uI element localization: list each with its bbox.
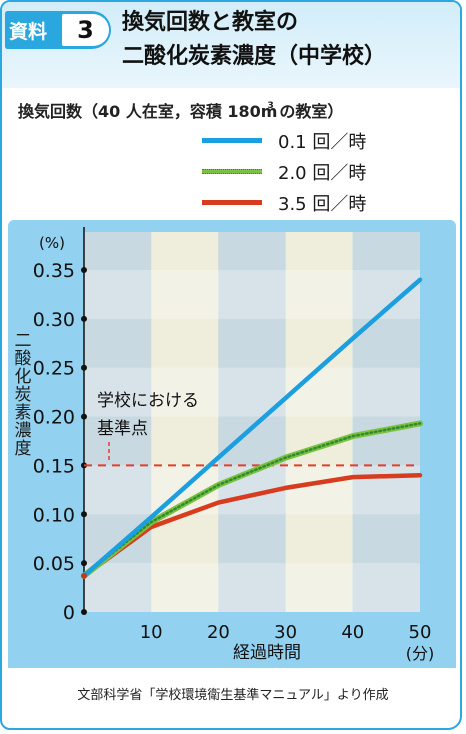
plot-hband-0 [84,563,420,612]
figure-badge: 資料 3 [5,11,111,49]
reference-label-line-1: 学校における [97,391,199,411]
y-tick-dot [81,560,87,567]
y-tick-label: 0.15 [33,455,75,477]
x-tick-label: 10 [140,622,163,643]
reference-label-line-2: 基準点 [97,419,148,439]
x-tick-label: 20 [207,622,230,643]
legend-swatch-red [202,200,262,205]
source-note: 文部科学省「学校環境衛生基準マニュアル」より作成 [77,688,389,703]
y-tick-label: 0 [63,602,75,624]
plot-band-2 [218,232,286,612]
header: 資料 3 換気回数と教室の 二酸化炭素濃度（中学校） [2,2,460,88]
x-axis-label: 経過時間 [233,643,301,663]
series-line-red [81,472,423,579]
badge-label: 資料 [9,21,48,43]
legend-swatch-blue [202,138,262,143]
plot-band-3 [285,232,353,612]
x-tick-label: 50 [409,622,432,643]
series-line-blue [81,277,423,579]
y-tick-dot [81,315,87,322]
legend-swatch-green [202,169,262,174]
x-tick-label: 40 [341,622,364,643]
y-axis-unit: (%) [39,234,65,252]
plot-band-4 [352,232,420,612]
chart-subtitle: 換気回数（40 人在室，容積 180m3 の教室） [18,98,343,122]
line-chart: (%) 0 0.05 0.10 0.15 0.20 0.25 0.30 0.35 10 20 30 40… [33,227,435,663]
y-tick-label: 0.35 [33,260,75,282]
figure-title: 換気回数と教室の 二酸化炭素濃度（中学校） [122,6,386,74]
y-tick-label: 0.10 [33,504,75,526]
title-line-2: 二酸化炭素濃度（中学校） [122,44,387,69]
series-line-green-dots [82,422,422,578]
legend-label-green: 2.0 回／時 [278,163,367,184]
series-origin-point [81,572,87,579]
legend-label-red: 3.5 回／時 [278,194,367,215]
y-tick-dot [81,364,87,371]
y-tick-dot [81,413,87,420]
subtitle-tail: の教室） [273,102,344,121]
x-tick-label: 30 [274,622,297,643]
x-axis-unit: (分) [406,644,435,663]
subtitle-main: 換気回数（40 人在室，容積 180m [18,102,278,121]
y-tick-dot [81,511,87,518]
y-tick-dot [81,267,87,273]
y-tick-dot [81,609,87,615]
plot-band-1 [151,232,219,612]
badge-number: 3 [62,14,109,46]
title-line-1: 換気回数と教室の [122,10,299,35]
subtitle-superscript: 3 [267,100,274,111]
y-tick-label: 0.30 [33,309,75,331]
y-tick-label: 0.05 [33,553,75,575]
y-axis-label: 二酸化炭素濃度 [14,331,32,459]
plot-hband-4 [84,367,420,417]
y-tick-label: 0.25 [33,358,75,380]
legend-label-blue: 0.1 回／時 [278,132,367,153]
y-tick-label: 0.20 [33,407,75,429]
plot-hband-6 [84,270,420,319]
